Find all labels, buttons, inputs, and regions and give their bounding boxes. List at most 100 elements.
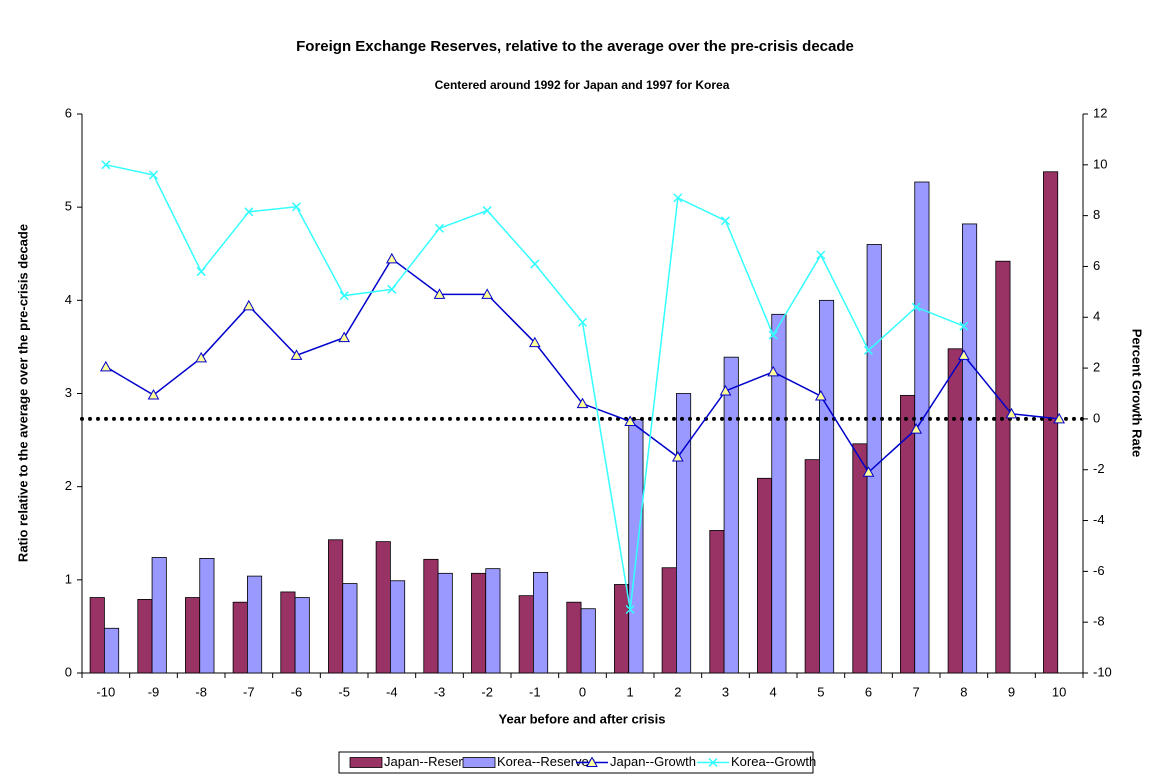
marker: [387, 284, 397, 294]
bar: [437, 572, 453, 674]
marker: [673, 193, 683, 203]
y2-tick-label: -6: [1093, 563, 1105, 578]
y2-axis-label: Percent Growth Rate: [1130, 329, 1145, 458]
marker: [959, 321, 969, 331]
marker: [244, 207, 254, 217]
marker: [625, 604, 635, 615]
legend-swatch: [462, 757, 496, 768]
bar: [533, 571, 549, 674]
x-tick-label: -8: [195, 684, 207, 699]
bar: [185, 597, 201, 674]
bar: [947, 348, 963, 674]
bar: [866, 244, 882, 674]
y-axis-label: Ratio relative to the average over the p…: [15, 224, 30, 562]
x-tick-label: 5: [817, 684, 824, 699]
x-tick-label: -5: [338, 684, 350, 699]
marker: [586, 756, 598, 767]
y2-tick-label: 2: [1093, 360, 1100, 375]
marker: [196, 267, 206, 277]
marker: [624, 415, 637, 426]
y-tick-label: 0: [65, 664, 72, 679]
bar: [757, 477, 773, 674]
marker: [863, 345, 874, 355]
marker: [576, 397, 589, 409]
bar: [390, 580, 406, 674]
line: [105, 164, 965, 610]
legend-swatch: [349, 757, 383, 768]
bar: [723, 356, 739, 674]
chart-subtitle: Centered around 1992 for Japan and 1997 …: [435, 78, 730, 92]
y2-tick-label: -4: [1093, 512, 1105, 527]
bar: [661, 567, 677, 674]
marker: [338, 331, 351, 343]
marker: [767, 365, 780, 377]
marker: [339, 291, 349, 301]
chart-title: Foreign Exchange Reserves, relative to t…: [296, 38, 854, 55]
marker: [528, 336, 541, 348]
bar: [342, 583, 358, 674]
bar: [518, 595, 534, 674]
marker: [481, 288, 494, 299]
x-tick-label: -3: [434, 684, 446, 699]
y2-tick-label: 8: [1093, 207, 1100, 222]
bar: [137, 598, 153, 674]
y2-tick-label: 0: [1093, 410, 1100, 425]
x-tick-label: -2: [481, 684, 493, 699]
marker: [530, 259, 540, 269]
y-tick-label: 4: [65, 292, 72, 307]
marker: [434, 223, 445, 233]
x-tick-label: 3: [722, 684, 729, 699]
bar: [614, 584, 630, 674]
x-tick-label: 8: [960, 684, 967, 699]
marker: [577, 317, 588, 327]
y2-tick-label: 10: [1093, 156, 1107, 171]
marker: [671, 450, 684, 462]
marker: [195, 351, 208, 363]
bar: [199, 558, 215, 674]
bar: [771, 313, 787, 674]
x-tick-label: 7: [913, 684, 920, 699]
marker: [911, 302, 921, 312]
bar: [485, 568, 501, 674]
y-tick-label: 3: [65, 385, 72, 400]
legend-label: Japan--Growth: [610, 754, 696, 769]
bar: [852, 443, 868, 674]
marker: [242, 299, 255, 311]
bar: [628, 419, 644, 674]
bar: [423, 558, 439, 674]
x-tick-label: -6: [291, 684, 303, 699]
y2-tick-label: 4: [1093, 309, 1100, 324]
legend-label: Japan--Reserves: [384, 754, 483, 769]
x-axis-label: Year before and after crisis: [499, 711, 666, 726]
x-tick-label: -4: [386, 684, 398, 699]
bar: [247, 575, 263, 674]
bar: [232, 601, 248, 674]
marker: [910, 423, 923, 434]
bar: [804, 459, 820, 674]
y-tick-label: 2: [65, 478, 72, 493]
marker: [1005, 407, 1018, 419]
x-tick-label: -9: [148, 684, 160, 699]
marker: [482, 206, 492, 216]
marker: [99, 360, 112, 372]
x-tick-label: -7: [243, 684, 255, 699]
x-tick-label: 4: [770, 684, 777, 699]
bar: [580, 608, 596, 674]
marker: [708, 757, 718, 768]
marker: [1053, 412, 1066, 424]
bar: [280, 591, 296, 674]
y2-tick-label: -2: [1093, 461, 1105, 476]
marker: [101, 160, 111, 170]
marker: [148, 170, 159, 180]
x-tick-label: 2: [674, 684, 681, 699]
marker: [719, 384, 732, 396]
marker: [768, 330, 778, 340]
y-tick-label: 1: [65, 571, 72, 586]
x-tick-label: -1: [529, 684, 541, 699]
x-tick-label: 10: [1052, 684, 1066, 699]
x-tick-label: 0: [579, 684, 586, 699]
bar: [328, 539, 344, 674]
bar: [294, 597, 310, 674]
bar: [375, 541, 391, 674]
